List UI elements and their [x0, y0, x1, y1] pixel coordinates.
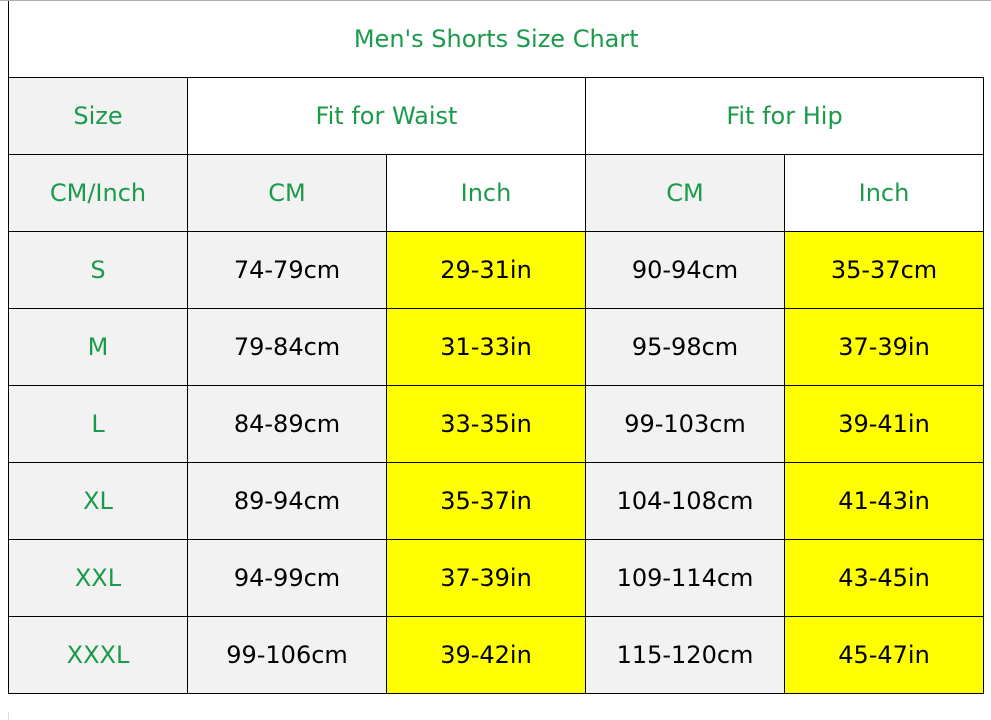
waist-inch-cell: 35-37in: [386, 462, 586, 540]
hip-cm-cell: 115-120cm: [585, 616, 785, 694]
hip-inch-cell: 41-43in: [784, 462, 984, 540]
header-waist-inch: Inch: [386, 154, 586, 232]
table-row: M 79-84cm 31-33in 95-98cm 37-39in: [8, 308, 984, 386]
header-waist: Fit for Waist: [187, 77, 586, 155]
size-chart-table: Men's Shorts Size Chart Size Fit for Wai…: [8, 1, 984, 694]
hip-inch-cell: 43-45in: [784, 539, 984, 617]
hip-cm-cell: 99-103cm: [585, 385, 785, 463]
table-row: XL 89-94cm 35-37in 104-108cm 41-43in: [8, 462, 984, 540]
waist-inch-cell: 33-35in: [386, 385, 586, 463]
header-unit-label: CM/Inch: [8, 154, 188, 232]
size-cell: XL: [8, 462, 188, 540]
waist-inch-cell: 37-39in: [386, 539, 586, 617]
top-border: [0, 0, 991, 1]
size-cell: L: [8, 385, 188, 463]
hip-cm-cell: 95-98cm: [585, 308, 785, 386]
size-cell: XXXL: [8, 616, 188, 694]
waist-inch-cell: 31-33in: [386, 308, 586, 386]
hip-cm-cell: 90-94cm: [585, 231, 785, 309]
waist-cm-cell: 99-106cm: [187, 616, 387, 694]
size-cell: M: [8, 308, 188, 386]
waist-cm-cell: 89-94cm: [187, 462, 387, 540]
waist-cm-cell: 79-84cm: [187, 308, 387, 386]
header-row-units: CM/Inch CM Inch CM Inch: [8, 154, 984, 232]
table-row: S 74-79cm 29-31in 90-94cm 35-37cm: [8, 231, 984, 309]
hip-inch-cell: 45-47in: [784, 616, 984, 694]
header-size: Size: [8, 77, 188, 155]
waist-inch-cell: 39-42in: [386, 616, 586, 694]
title-row: Men's Shorts Size Chart: [8, 1, 984, 78]
waist-cm-cell: 84-89cm: [187, 385, 387, 463]
size-cell: XXL: [8, 539, 188, 617]
hip-inch-cell: 39-41in: [784, 385, 984, 463]
table-row: XXXL 99-106cm 39-42in 115-120cm 45-47in: [8, 616, 984, 694]
hip-cm-cell: 104-108cm: [585, 462, 785, 540]
header-row-measure: Size Fit for Waist Fit for Hip: [8, 77, 984, 155]
table-row: XXL 94-99cm 37-39in 109-114cm 43-45in: [8, 539, 984, 617]
chart-title: Men's Shorts Size Chart: [8, 1, 984, 78]
header-hip-inch: Inch: [784, 154, 984, 232]
waist-cm-cell: 94-99cm: [187, 539, 387, 617]
header-hip: Fit for Hip: [585, 77, 984, 155]
hip-cm-cell: 109-114cm: [585, 539, 785, 617]
hip-inch-cell: 37-39in: [784, 308, 984, 386]
size-cell: S: [8, 231, 188, 309]
hip-inch-cell: 35-37cm: [784, 231, 984, 309]
header-waist-cm: CM: [187, 154, 387, 232]
table-row: L 84-89cm 33-35in 99-103cm 39-41in: [8, 385, 984, 463]
waist-cm-cell: 74-79cm: [187, 231, 387, 309]
header-hip-cm: CM: [585, 154, 785, 232]
bottom-spacer: [8, 712, 985, 720]
waist-inch-cell: 29-31in: [386, 231, 586, 309]
